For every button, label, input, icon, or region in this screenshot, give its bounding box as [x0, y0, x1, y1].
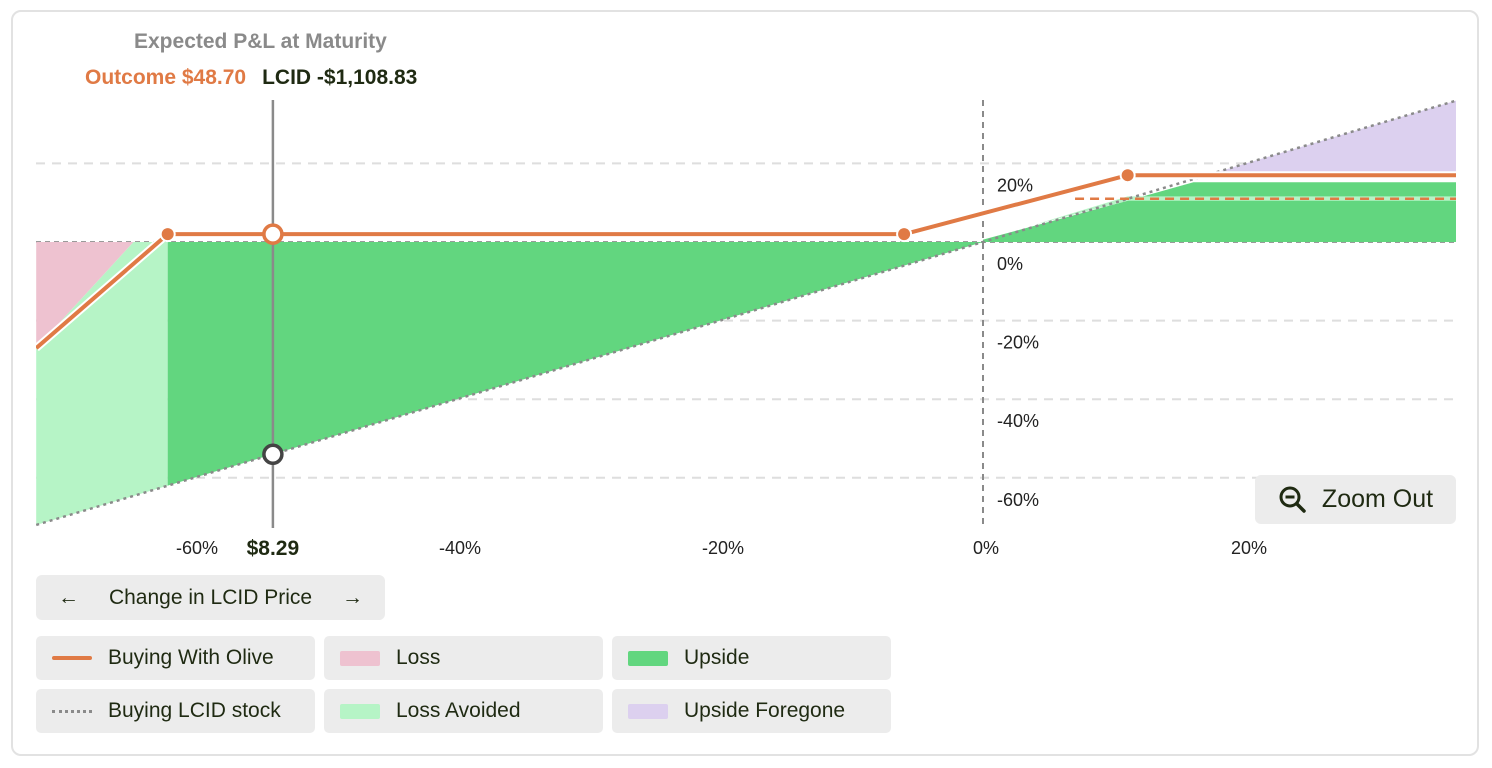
legend-label: Loss: [396, 646, 441, 669]
olive-breakpoint: [1121, 169, 1134, 182]
x-tick-label: -20%: [702, 538, 744, 558]
legend: Buying With Olive Loss Upside Buying LCI…: [36, 636, 891, 733]
selected-price-label: $8.29: [247, 537, 300, 560]
y-tick-label: -20%: [997, 333, 1039, 353]
y-tick-label: -60%: [997, 490, 1039, 510]
outcome-value: Outcome $48.70: [85, 66, 247, 89]
x-tick-label: -40%: [439, 538, 481, 558]
selected-stock-marker: [262, 443, 284, 465]
selected-olive-marker: [262, 223, 284, 245]
loss-avoided-area: [36, 242, 168, 525]
markers: [159, 100, 1136, 528]
dotted-line-swatch: [52, 709, 92, 713]
y-tick-label: -40%: [997, 411, 1039, 431]
pnl-chart[interactable]: 20% 0% -20% -40% -60% -60% -40% -20% 0% 20% $8.29: [0, 0, 1492, 570]
x-tick-label: -60%: [176, 538, 218, 558]
x-tick-label: 0%: [973, 538, 999, 558]
legend-buying-with-olive[interactable]: Buying With Olive: [36, 636, 315, 680]
legend-label: Upside Foregone: [684, 699, 846, 722]
chart-title: Expected P&L at Maturity: [134, 30, 387, 53]
legend-label: Loss Avoided: [396, 699, 521, 722]
legend-loss-avoided[interactable]: Loss Avoided: [324, 689, 603, 733]
lcid-value: LCID -$1,108.83: [262, 66, 418, 89]
x-tick-label: 20%: [1231, 538, 1267, 558]
legend-label: Upside: [684, 646, 750, 669]
arrow-right-icon[interactable]: →: [341, 585, 363, 609]
hover-values: Outcome $48.70 LCID -$1,108.83: [85, 66, 417, 90]
loss-avoided-swatch: [340, 703, 380, 719]
loss-swatch: [340, 650, 380, 666]
axis-ticks: 20% 0% -20% -40% -60% -60% -40% -20% 0% 20% $8.29: [176, 175, 1267, 560]
x-axis-selector[interactable]: ← Change in LCID Price →: [36, 575, 385, 620]
x-axis-label: Change in LCID Price: [108, 585, 313, 609]
olive-line: [36, 173, 1456, 350]
arrow-left-icon[interactable]: ←: [58, 585, 79, 609]
zoom-out-label: Zoom Out: [1321, 485, 1434, 513]
zoom-out-button[interactable]: Zoom Out: [1255, 475, 1456, 524]
solid-line-swatch: [52, 656, 92, 660]
zoom-out-icon: [1279, 486, 1306, 513]
olive-breakpoint: [898, 228, 911, 241]
legend-label: Buying With Olive: [108, 646, 274, 669]
olive-breakpoint: [161, 228, 174, 241]
y-tick-label: 20%: [997, 175, 1033, 195]
y-tick-label: 0%: [997, 254, 1023, 274]
upside-foregone-swatch: [628, 703, 668, 719]
legend-upside[interactable]: Upside: [612, 636, 891, 680]
legend-loss[interactable]: Loss: [324, 636, 603, 680]
upside-swatch: [628, 650, 668, 666]
legend-upside-foregone[interactable]: Upside Foregone: [612, 689, 891, 733]
legend-buying-lcid-stock[interactable]: Buying LCID stock: [36, 689, 315, 733]
legend-label: Buying LCID stock: [108, 699, 281, 722]
